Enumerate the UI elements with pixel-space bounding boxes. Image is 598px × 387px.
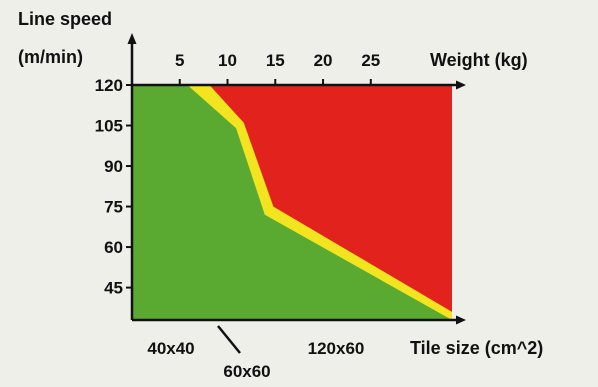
labels-layer: 120 105 90 75 60 45 5 10 15 20 25 Line speed (m/min)…	[18, 9, 543, 381]
bottom-tick-label-120x60: 120x60	[308, 339, 365, 358]
bottom-tick-label-40x40: 40x40	[147, 339, 194, 358]
y-axis-title-line1: Line speed	[18, 9, 112, 29]
y-tick-label: 75	[104, 198, 123, 217]
top-tick-label: 5	[175, 51, 184, 70]
x-top-axis-title: Weight (kg)	[430, 50, 528, 70]
x-axis-top-arrow	[456, 80, 466, 90]
y-axis-title-line2: (m/min)	[18, 47, 83, 67]
callout-leader-line	[217, 325, 241, 354]
axes-layer	[126, 33, 466, 354]
x-bottom-axis-title: Tile size (cm^2)	[410, 338, 543, 358]
x-axis-bottom-arrow	[456, 315, 466, 325]
y-axis-arrow	[127, 33, 137, 44]
y-tick-label: 60	[104, 238, 123, 257]
top-tick-label: 15	[266, 51, 285, 70]
y-tick-label: 45	[104, 279, 123, 298]
y-tick-label: 90	[104, 157, 123, 176]
callout-label-60x60: 60x60	[223, 362, 270, 381]
zones-layer	[132, 85, 452, 320]
zone-safe	[132, 85, 452, 320]
y-tick-label: 120	[95, 76, 123, 95]
top-tick-label: 10	[218, 51, 237, 70]
top-tick-label: 25	[361, 51, 380, 70]
top-tick-label: 20	[314, 51, 333, 70]
y-tick-label: 105	[95, 117, 123, 136]
